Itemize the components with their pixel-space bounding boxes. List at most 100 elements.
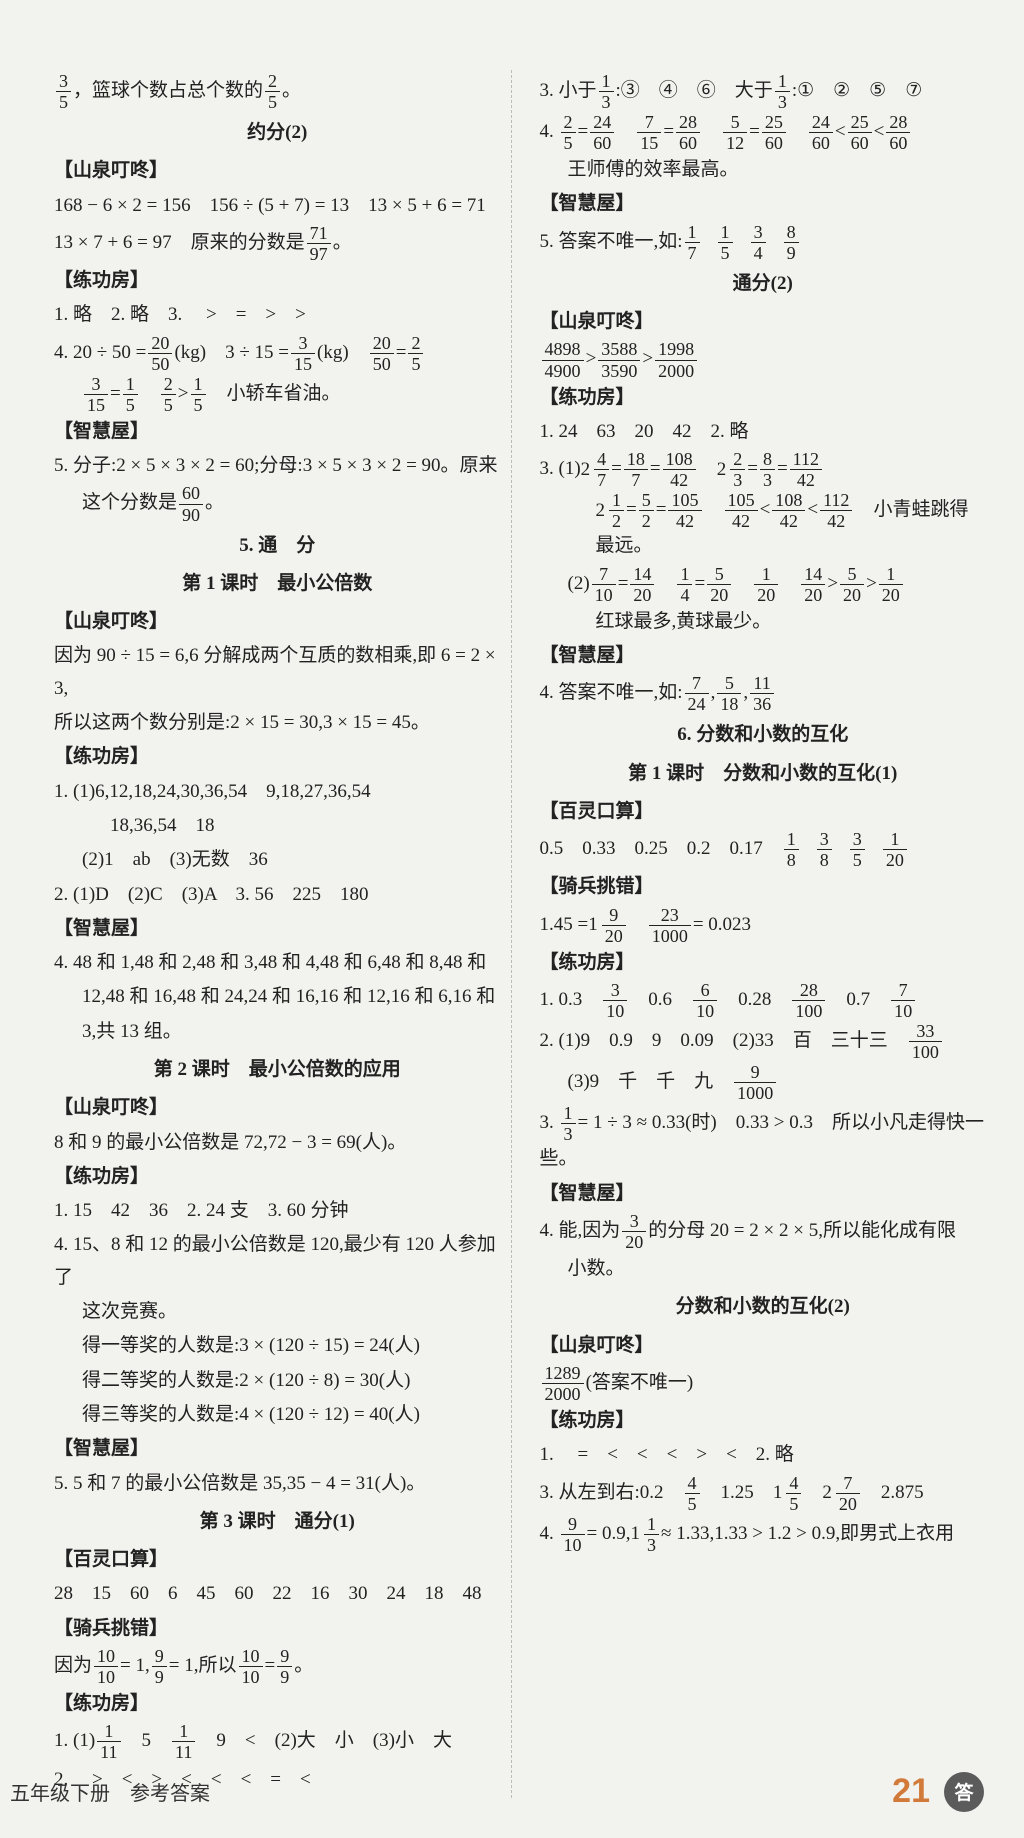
fraction: 35 xyxy=(54,72,73,111)
fraction: 18 xyxy=(782,830,801,869)
fraction: 10542 xyxy=(666,491,703,530)
section-title-tongfen: 5. 通 分 xyxy=(54,530,501,562)
answer-badge-icon: 答 xyxy=(944,1772,984,1812)
left-column: 35，篮球个数占总个数的25。 约分(2) 【山泉叮咚】 168 − 6 × 2… xyxy=(54,70,512,1798)
text-line: 2. (1)9 0.9 9 0.09 (2)33 百 三十三 33100 xyxy=(540,1022,987,1061)
text-line: 48984900>35883590>19982000 xyxy=(540,340,987,379)
text-line: 小数。 xyxy=(540,1253,987,1285)
fraction: 111 xyxy=(95,1722,122,1761)
fraction: 25 xyxy=(263,72,282,111)
tag-zhihui: 【智慧屋】 xyxy=(540,640,987,672)
text-line: 5. 分子:2 × 5 × 3 × 2 = 60;分母:3 × 5 × 3 × … xyxy=(54,450,501,482)
text-line: 168 − 6 × 2 = 156 156 ÷ (5 + 7) = 13 13 … xyxy=(54,190,501,222)
text-line: 18,36,54 18 xyxy=(54,810,501,842)
fraction: 35 xyxy=(848,830,867,869)
fraction: 715 xyxy=(635,113,663,152)
text-line: 1. 24 63 20 42 2. 略 xyxy=(540,416,987,448)
fraction: 15 xyxy=(121,375,140,414)
text-line: 王师傅的效率最高。 xyxy=(540,154,987,186)
fraction: 25 xyxy=(406,334,425,373)
tag-zhihui: 【智慧屋】 xyxy=(540,188,987,220)
section-title-yuefen2: 约分(2) xyxy=(54,117,501,149)
text-line: 3. (1)247=187=10842 223=83=11242 xyxy=(540,450,987,489)
fraction: 99 xyxy=(275,1647,294,1686)
mixed-number: 247 xyxy=(581,450,612,489)
text-line: 红球最多,黄球最少。 xyxy=(540,606,987,638)
text-line: 4. 20 ÷ 50 =2050(kg) 3 ÷ 15 =315(kg) 205… xyxy=(54,334,501,373)
fraction: 89 xyxy=(782,223,801,262)
fraction: 17 xyxy=(683,223,702,262)
text-line: 这个分数是6090。 xyxy=(54,484,501,523)
text-line: 4. 910= 0.9,113≈ 1.33,1.33 > 1.2 > 0.9,即… xyxy=(540,1515,987,1554)
fraction: 710 xyxy=(590,565,618,604)
fraction: 15 xyxy=(189,375,208,414)
tag-liangong: 【练功房】 xyxy=(54,741,501,773)
fraction: 11242 xyxy=(818,491,854,530)
tag-liangong: 【练功房】 xyxy=(540,947,987,979)
fraction: 91000 xyxy=(732,1063,778,1102)
tag-liangong: 【练功房】 xyxy=(54,1688,501,1720)
tag-shanquan: 【山泉叮咚】 xyxy=(540,306,987,338)
fraction: 10842 xyxy=(661,450,698,489)
fraction: 1010 xyxy=(237,1647,265,1686)
fraction: 25 xyxy=(559,113,578,152)
fraction: 724 xyxy=(683,674,711,713)
fraction: 2560 xyxy=(846,113,874,152)
fraction: 28100 xyxy=(790,981,827,1020)
footer-text: 五年级下册 参考答案 xyxy=(0,1777,892,1806)
fraction: 15 xyxy=(716,223,735,262)
fraction: 1420 xyxy=(628,565,656,604)
mixed-number: 113 xyxy=(631,1515,662,1554)
fraction: 2860 xyxy=(674,113,702,152)
lesson-title: 第 3 课时 通分(1) xyxy=(54,1506,501,1538)
fraction: 520 xyxy=(838,565,866,604)
fraction: 320 xyxy=(620,1212,648,1251)
tag-shanquan: 【山泉叮咚】 xyxy=(54,155,501,187)
fraction: 12892000 xyxy=(540,1364,586,1403)
fraction: 315 xyxy=(82,375,110,414)
fraction: 2050 xyxy=(368,334,396,373)
text-line: 所以这两个数分别是:2 × 15 = 30,3 × 15 = 45。 xyxy=(54,707,501,739)
lesson-title: 第 1 课时 分数和小数的互化(1) xyxy=(540,758,987,790)
text-line: 3. 从左到右:0.2 45 1.25 145 2720 2.875 xyxy=(540,1474,987,1513)
fraction: 25 xyxy=(159,375,178,414)
tag-qibing: 【骑兵挑错】 xyxy=(54,1613,501,1645)
fraction: 231000 xyxy=(647,906,693,945)
fraction: 1420 xyxy=(799,565,827,604)
fraction: 10542 xyxy=(723,491,760,530)
text-line: 3. 小于13:③ ④ ⑥ 大于13:① ② ⑤ ⑦ xyxy=(540,72,987,111)
fraction: 99 xyxy=(150,1647,169,1686)
text-line: (2)1 ab (3)无数 36 xyxy=(54,844,501,876)
fraction: 45 xyxy=(683,1474,702,1513)
fraction: 910 xyxy=(559,1515,587,1554)
text-line: 2. (1)D (2)C (3)A 3. 56 225 180 xyxy=(54,879,501,911)
fraction: 14 xyxy=(675,565,694,604)
fraction: 48984900 xyxy=(540,340,586,379)
mixed-number: 212 xyxy=(596,491,627,530)
tag-qibing: 【骑兵挑错】 xyxy=(540,871,987,903)
tag-bailing: 【百灵口算】 xyxy=(54,1544,501,1576)
text-line: 得三等奖的人数是:4 × (120 ÷ 12) = 40(人) xyxy=(54,1399,501,1431)
text-line: 4. 答案不唯一,如:724,518,1136 xyxy=(540,674,987,713)
text-line: 5. 答案不唯一,如:17153489 xyxy=(540,223,987,262)
text-line: 12892000(答案不唯一) xyxy=(540,1364,987,1403)
text-line: 12,48 和 16,48 和 24,24 和 16,16 和 12,16 和 … xyxy=(54,981,501,1013)
tag-zhihui: 【智慧屋】 xyxy=(54,913,501,945)
text-line: 因为1010= 1,99= 1,所以1010=99。 xyxy=(54,1647,501,1686)
text-line: 得一等奖的人数是:3 × (120 ÷ 15) = 24(人) xyxy=(54,1330,501,1362)
fraction: 111 xyxy=(170,1722,197,1761)
text-line: 0.5 0.33 0.25 0.2 0.17 183835120 xyxy=(540,830,987,869)
fraction: 1010 xyxy=(92,1647,120,1686)
text-line: (2)710=1420 14=520 120 1420>520>120 xyxy=(540,565,987,604)
page-footer: 五年级下册 参考答案 21 答 xyxy=(0,1772,1024,1812)
fraction: 187 xyxy=(622,450,650,489)
lesson-title: 第 2 课时 最小公倍数的应用 xyxy=(54,1054,501,1086)
mixed-number: 1920 xyxy=(588,906,628,945)
text-line: 28 15 60 6 45 60 22 16 30 24 18 48 xyxy=(54,1578,501,1610)
fraction: 33100 xyxy=(907,1022,944,1061)
fraction: 35883590 xyxy=(596,340,642,379)
text-line: 1. 15 42 36 2. 24 支 3. 60 分钟 xyxy=(54,1195,501,1227)
fraction: 1136 xyxy=(748,674,776,713)
text-line: 1. 略 2. 略 3. > = > > xyxy=(54,299,501,331)
fraction: 13 xyxy=(773,72,792,111)
